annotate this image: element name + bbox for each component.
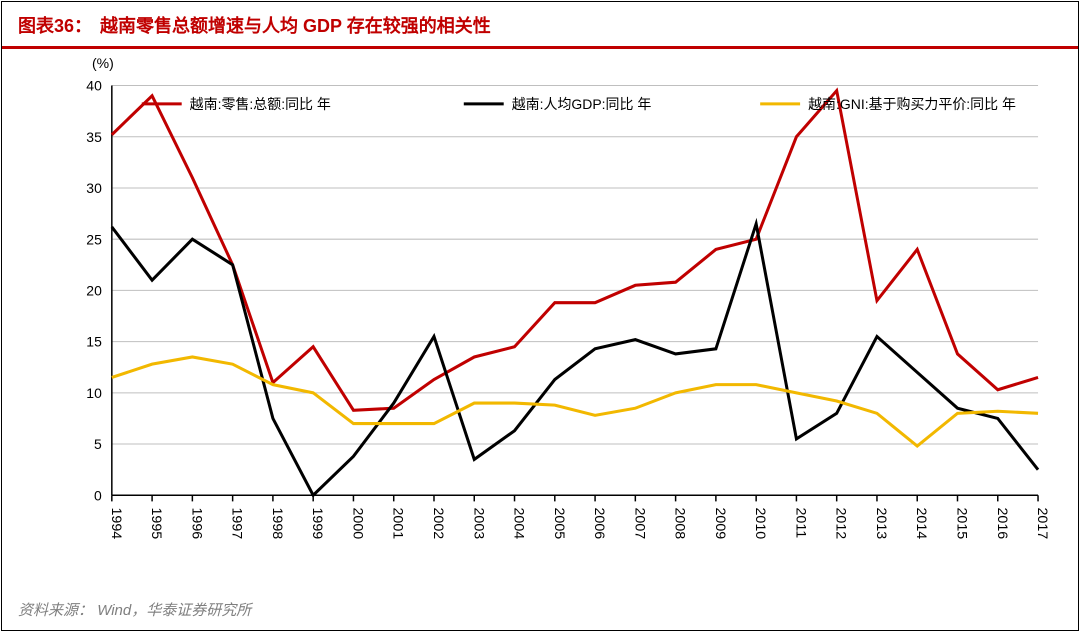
svg-text:2003: 2003 — [471, 508, 487, 540]
svg-text:15: 15 — [86, 334, 102, 350]
legend-label-0: 越南:零售:总额:同比 年 — [190, 96, 331, 112]
svg-text:2013: 2013 — [874, 508, 890, 540]
figure-number: 图表36： — [18, 12, 92, 38]
svg-text:40: 40 — [86, 77, 102, 93]
svg-text:1995: 1995 — [149, 508, 165, 540]
svg-text:25: 25 — [86, 231, 102, 247]
source-bar: 资料来源： Wind，华泰证券研究所 — [2, 591, 1078, 630]
svg-text:2007: 2007 — [632, 508, 648, 540]
y-axis-unit: (%) — [92, 55, 114, 71]
svg-text:20: 20 — [86, 282, 102, 298]
line-chart: 0 5 10 15 20 25 30 35 40 1994 1995 1996 1997 1998 1999… — [22, 57, 1058, 587]
source-label: 资料来源： — [18, 602, 93, 619]
figure-container: 图表36： 越南零售总额增速与人均 GDP 存在较强的相关性 (%) 0 5 10 1… — [1, 1, 1079, 631]
svg-text:0: 0 — [94, 487, 102, 503]
svg-text:2000: 2000 — [350, 508, 366, 540]
svg-text:2011: 2011 — [793, 508, 809, 539]
svg-text:10: 10 — [86, 385, 102, 401]
svg-text:2015: 2015 — [955, 508, 971, 540]
svg-text:1999: 1999 — [310, 508, 326, 540]
svg-text:2008: 2008 — [673, 508, 689, 540]
svg-text:2005: 2005 — [552, 508, 568, 540]
chart-area: (%) 0 5 10 15 20 25 30 35 40 1994 1995 1996 1997 1998… — [2, 49, 1078, 591]
svg-text:1997: 1997 — [230, 508, 246, 540]
svg-text:2002: 2002 — [431, 507, 447, 539]
svg-text:30: 30 — [86, 180, 102, 196]
legend-label-2: 越南:GNI:基于购买力平价:同比 年 — [808, 96, 1016, 112]
svg-text:1998: 1998 — [270, 508, 286, 540]
svg-text:2001: 2001 — [391, 508, 407, 540]
series-line-1 — [112, 224, 1038, 495]
figure-title: 越南零售总额增速与人均 GDP 存在较强的相关性 — [100, 12, 491, 38]
svg-text:2017: 2017 — [1035, 508, 1051, 540]
svg-text:2014: 2014 — [914, 507, 930, 539]
svg-text:2006: 2006 — [592, 508, 608, 540]
title-bar: 图表36： 越南零售总额增速与人均 GDP 存在较强的相关性 — [2, 2, 1078, 49]
source-text: Wind，华泰证券研究所 — [97, 602, 251, 619]
svg-text:2004: 2004 — [512, 508, 528, 540]
svg-text:2009: 2009 — [713, 508, 729, 540]
svg-text:1994: 1994 — [109, 508, 125, 540]
svg-text:2012: 2012 — [834, 508, 850, 540]
legend-label-1: 越南:人均GDP:同比 年 — [512, 96, 652, 112]
svg-text:2010: 2010 — [753, 508, 769, 540]
svg-text:2016: 2016 — [995, 508, 1011, 540]
svg-text:35: 35 — [86, 129, 102, 145]
series-line-2 — [112, 357, 1038, 446]
svg-text:1996: 1996 — [189, 508, 205, 540]
svg-text:5: 5 — [94, 436, 102, 452]
